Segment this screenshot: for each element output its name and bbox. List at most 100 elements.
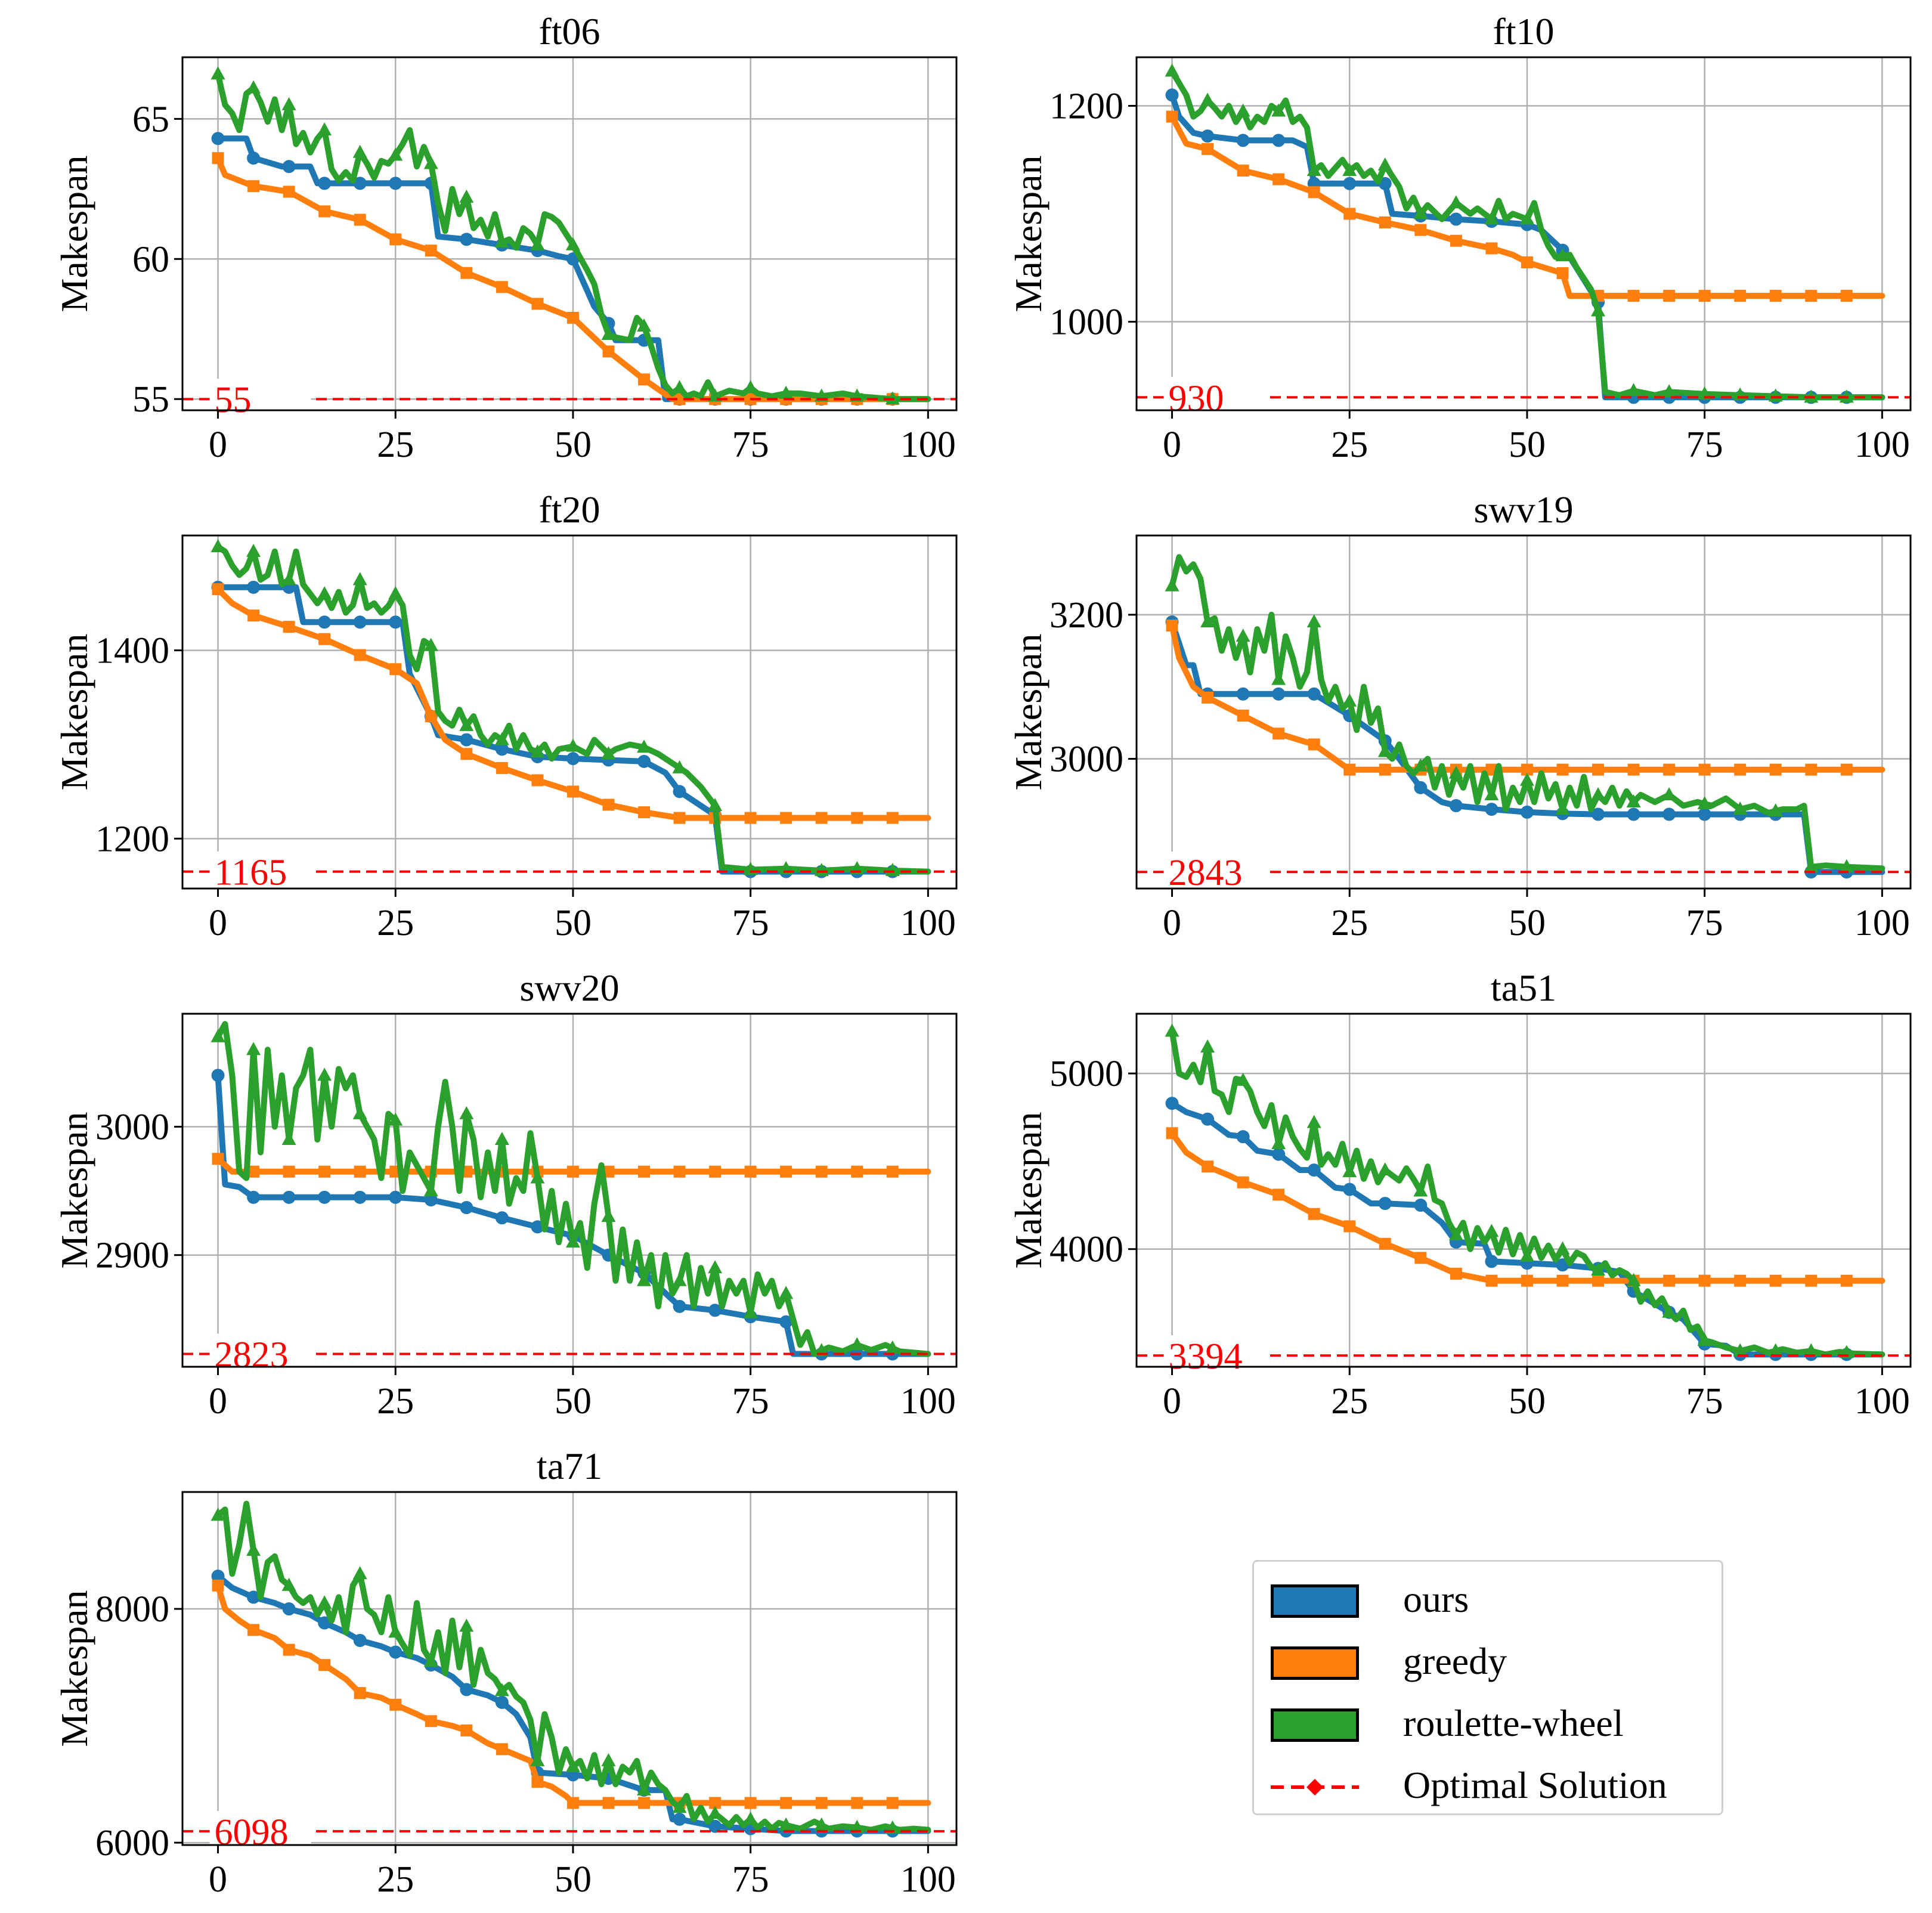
xtick-label-ft10-25: 25 xyxy=(1331,425,1368,465)
marker-ft10-roulette-wheel-15 xyxy=(1271,103,1286,117)
marker-swv20-roulette-wheel-55 xyxy=(601,1209,616,1222)
marker-ft10-greedy-0 xyxy=(1166,110,1178,123)
optimal-label-bg-ta51 xyxy=(1163,1335,1265,1376)
marker-ft20-ours-65 xyxy=(673,785,686,798)
marker-ta71-ours-15 xyxy=(318,1616,332,1630)
marker-ft20-roulette-wheel-20 xyxy=(352,572,367,586)
xtick-label-ft20-25: 25 xyxy=(377,903,414,943)
ytick-label-ft10-1200: 1200 xyxy=(1049,86,1123,126)
marker-swv19-ours-35 xyxy=(1414,781,1428,794)
marker-swv19-roulette-wheel-85 xyxy=(1768,803,1783,817)
marker-ta51-roulette-wheel-45 xyxy=(1484,1224,1499,1237)
marker-ta51-greedy-45 xyxy=(1485,1274,1498,1287)
axes-frame-swv19 xyxy=(1135,534,1912,890)
marker-ft20-roulette-wheel-70 xyxy=(708,798,723,812)
marker-ta71-roulette-wheel-70 xyxy=(708,1806,723,1819)
optimal-label-bg-ft20 xyxy=(209,851,311,892)
legend-entry-ours: ours xyxy=(1266,1568,1719,1630)
xtick-label-ft20-0: 0 xyxy=(209,903,227,943)
series-line-swv20-roulette-wheel xyxy=(215,1021,931,1357)
xtick-label-swv20-25: 25 xyxy=(377,1381,414,1422)
subplot-title-ft20: ft20 xyxy=(538,488,600,531)
marker-ta51-greedy-10 xyxy=(1237,1176,1249,1188)
marker-swv19-greedy-25 xyxy=(1343,763,1356,776)
marker-ft20-ours-25 xyxy=(389,615,402,629)
marker-ta71-ours-0 xyxy=(211,1570,225,1583)
marker-swv19-ours-10 xyxy=(1236,687,1250,701)
marker-ta71-greedy-35 xyxy=(460,1724,473,1736)
marker-ta51-greedy-85 xyxy=(1769,1274,1782,1287)
optimal-label-ft20: 1165 xyxy=(215,853,287,893)
marker-ft10-roulette-wheel-35 xyxy=(1413,206,1428,219)
marker-ta51-roulette-wheel-60 xyxy=(1591,1262,1606,1276)
marker-ta71-roulette-wheel-90 xyxy=(850,1819,865,1833)
legend-entry-roulette-wheel: roulette-wheel xyxy=(1266,1692,1719,1754)
xtick-label-ta51-0: 0 xyxy=(1163,1381,1181,1422)
marker-swv19-ours-75 xyxy=(1698,807,1711,821)
marker-swv20-ours-70 xyxy=(708,1304,722,1317)
xtick-label-ft20-50: 50 xyxy=(555,903,592,943)
marker-ft10-greedy-50 xyxy=(1521,256,1533,268)
marker-ta71-greedy-55 xyxy=(602,1797,615,1809)
marker-swv20-greedy-95 xyxy=(886,1165,899,1178)
marker-ft10-ours-0 xyxy=(1165,88,1179,102)
marker-ft20-roulette-wheel-25 xyxy=(388,586,403,599)
marker-swv20-roulette-wheel-0 xyxy=(210,1029,225,1042)
marker-ta51-ours-35 xyxy=(1414,1199,1428,1212)
marker-ta51-ours-5 xyxy=(1201,1112,1215,1126)
ytick-label-swv20-3000: 3000 xyxy=(95,1107,169,1147)
xtick-label-ft06-100: 100 xyxy=(900,425,956,465)
optimal-label-bg-swv19 xyxy=(1163,852,1265,893)
marker-ft06-roulette-wheel-40 xyxy=(494,234,509,248)
plot-area-swv19 xyxy=(1165,554,1885,879)
xtick-label-swv19-50: 50 xyxy=(1509,903,1546,943)
marker-swv19-greedy-15 xyxy=(1272,728,1285,740)
marker-ft10-greedy-20 xyxy=(1308,186,1320,199)
marker-ft10-greedy-85 xyxy=(1769,290,1782,302)
marker-ft10-greedy-90 xyxy=(1805,290,1818,302)
marker-ft20-greedy-55 xyxy=(602,798,615,811)
marker-swv20-roulette-wheel-5 xyxy=(246,1042,261,1055)
marker-ta51-roulette-wheel-75 xyxy=(1697,1332,1712,1346)
marker-swv19-roulette-wheel-25 xyxy=(1342,693,1357,707)
marker-ta71-greedy-40 xyxy=(496,1743,508,1756)
marker-ta71-roulette-wheel-0 xyxy=(210,1508,225,1521)
marker-ta51-roulette-wheel-85 xyxy=(1768,1343,1783,1357)
marker-ft06-greedy-60 xyxy=(638,373,651,386)
marker-ft20-greedy-60 xyxy=(638,806,651,819)
marker-ft20-greedy-20 xyxy=(354,649,366,661)
marker-ta71-ours-70 xyxy=(708,1819,722,1833)
marker-ft06-ours-10 xyxy=(282,160,296,174)
marker-ft20-greedy-75 xyxy=(744,812,757,824)
marker-swv20-ours-10 xyxy=(282,1190,296,1204)
optimal-label-ft06: 55 xyxy=(215,380,252,420)
marker-ta51-roulette-wheel-25 xyxy=(1342,1164,1357,1178)
marker-ft20-greedy-80 xyxy=(780,812,792,824)
marker-ft10-roulette-wheel-20 xyxy=(1306,163,1321,177)
marker-ft20-roulette-wheel-65 xyxy=(672,760,687,773)
marker-swv19-ours-45 xyxy=(1485,803,1498,816)
marker-ta51-ours-0 xyxy=(1165,1097,1179,1110)
legend-entry-optimal-solution: Optimal Solution xyxy=(1266,1754,1719,1816)
marker-ta71-ours-10 xyxy=(282,1602,296,1616)
marker-swv20-roulette-wheel-10 xyxy=(281,1131,296,1145)
marker-ft10-roulette-wheel-45 xyxy=(1484,211,1499,225)
xtick-label-ta71-75: 75 xyxy=(732,1859,769,1900)
marker-ta71-roulette-wheel-35 xyxy=(459,1618,474,1632)
series-line-ft20-roulette-wheel xyxy=(215,543,931,875)
ylabel-swv19: Makespan xyxy=(1007,633,1049,790)
axes-frame-ta71 xyxy=(181,1491,958,1846)
marker-swv20-greedy-60 xyxy=(638,1165,651,1178)
marker-ta51-roulette-wheel-65 xyxy=(1626,1273,1641,1286)
marker-ta71-roulette-wheel-45 xyxy=(530,1753,545,1766)
marker-ta71-greedy-45 xyxy=(531,1776,544,1788)
marker-ta51-greedy-60 xyxy=(1592,1274,1605,1287)
marker-ft06-greedy-5 xyxy=(247,180,260,193)
marker-swv20-greedy-70 xyxy=(709,1165,722,1178)
xtick-label-ta51-75: 75 xyxy=(1686,1381,1723,1422)
marker-ft20-roulette-wheel-0 xyxy=(210,538,225,552)
marker-ft10-greedy-40 xyxy=(1450,234,1462,247)
marker-swv19-ours-60 xyxy=(1592,807,1605,821)
marker-swv19-greedy-0 xyxy=(1166,620,1178,632)
marker-swv19-greedy-20 xyxy=(1308,738,1320,751)
